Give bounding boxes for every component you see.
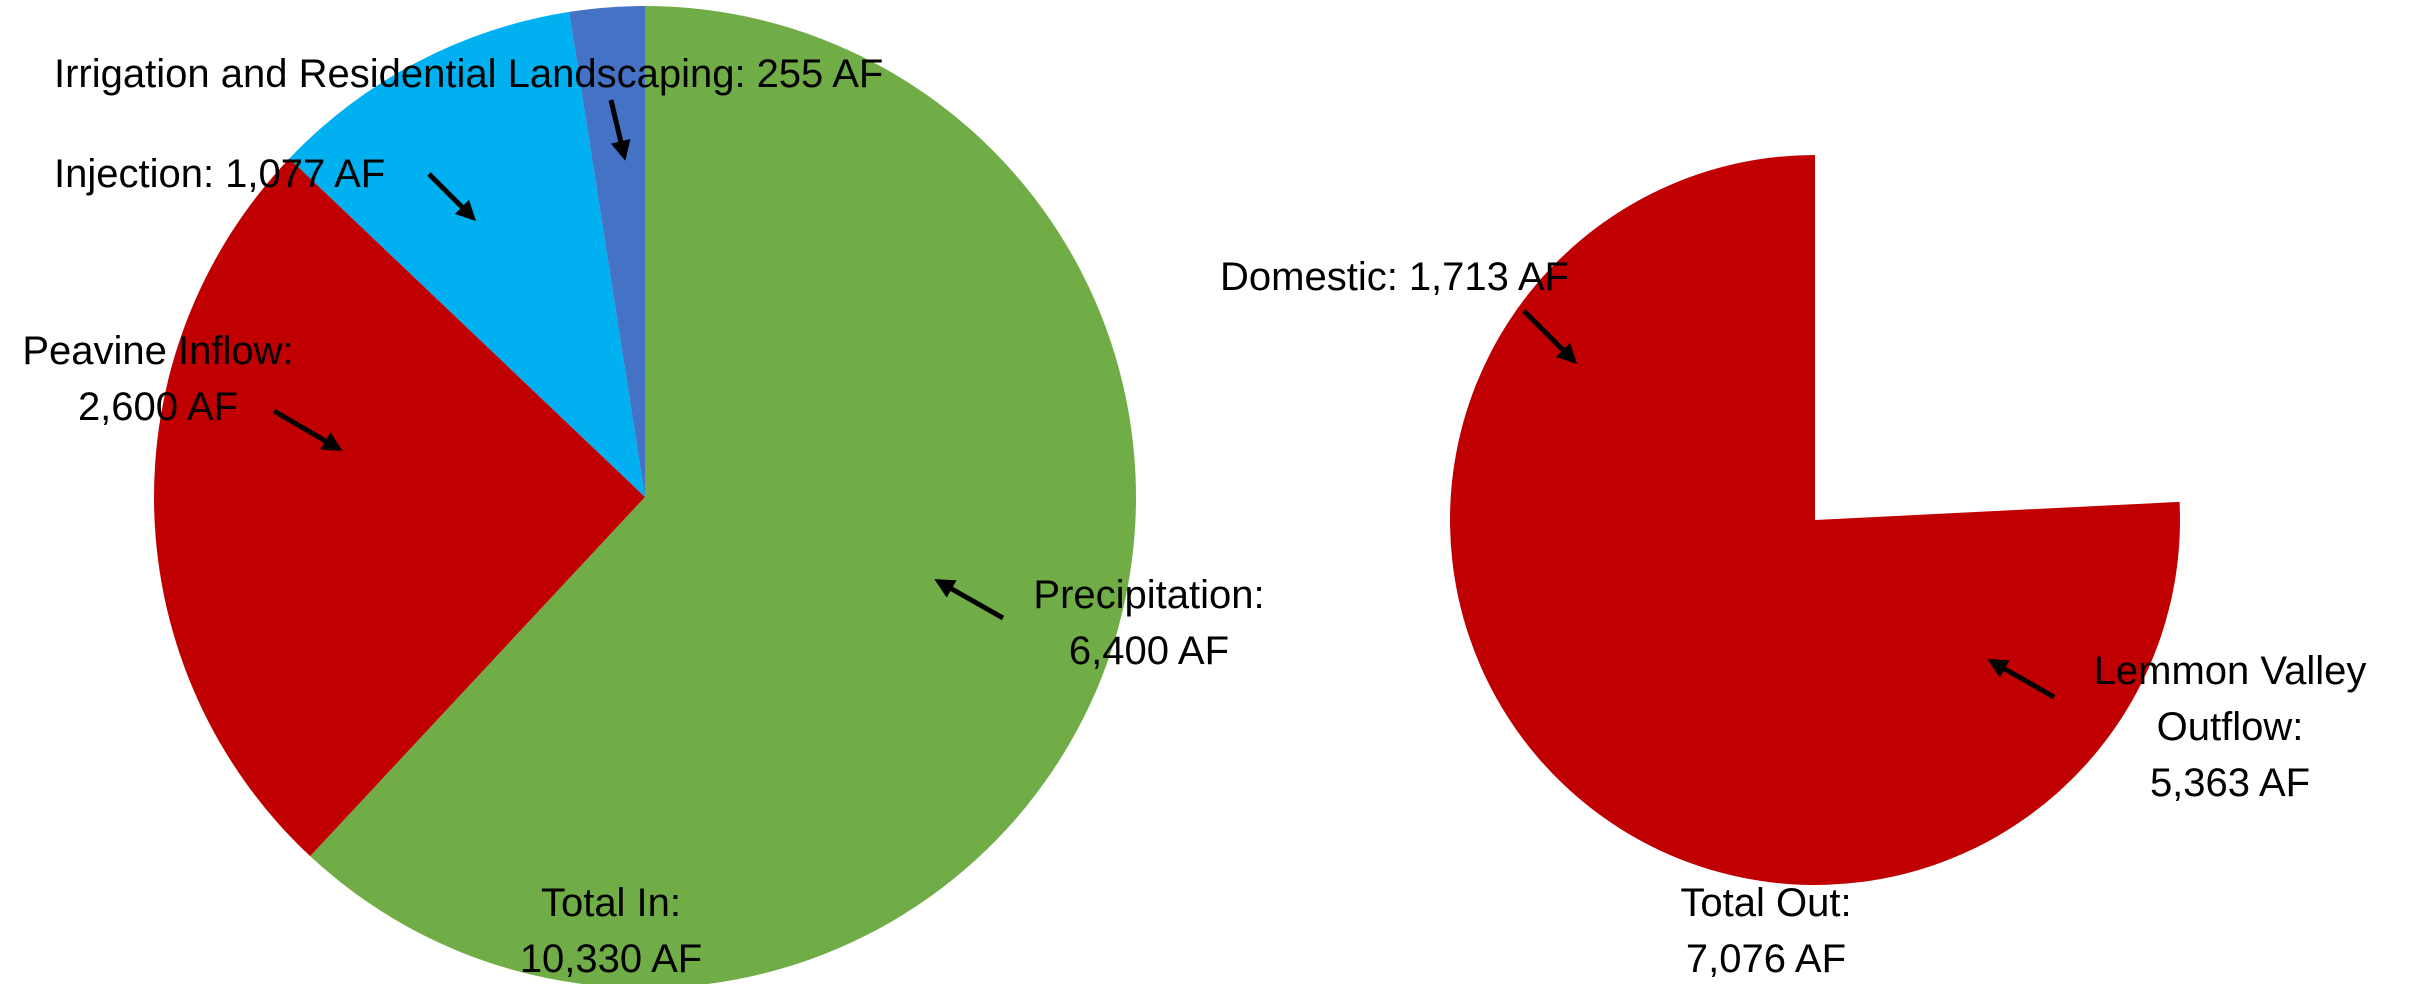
- leader-arrow: [608, 99, 631, 161]
- slice-label: Irrigation and Residential Landscaping: 2…: [54, 46, 883, 102]
- slice-category: Peavine Inflow:: [22, 329, 294, 373]
- slice-category: Irrigation and Residential Landscaping:: [54, 52, 746, 96]
- pie-slice: [569, 5, 645, 497]
- leader-arrow: [272, 408, 343, 452]
- leader-arrow: [1987, 659, 2056, 700]
- slice-value: 6,400 AF: [1068, 629, 1230, 673]
- slice-label: Precipitation: 6,400 AF: [1033, 567, 1264, 679]
- slice-label: Peavine Inflow: 2,600 AF: [22, 323, 293, 435]
- pie-subtitle: 10,330 AF: [519, 937, 703, 981]
- slice-label: Lemmon Valley Outflow: 5,363 AF: [2080, 643, 2380, 811]
- slice-category: Lemmon Valley Outflow:: [2093, 649, 2367, 749]
- leader-arrow: [427, 172, 477, 222]
- slice-category: Injection:: [54, 152, 215, 196]
- slice-value: 2,600 AF: [77, 385, 239, 429]
- slice-category: Precipitation:: [1033, 573, 1265, 617]
- pie-total: Total Out: 7,076 AF: [1680, 875, 1851, 987]
- slice-category: Domestic:: [1220, 255, 1398, 299]
- pie-subtitle: 7,076 AF: [1685, 937, 1847, 981]
- pie-title: Total Out:: [1680, 881, 1852, 925]
- slice-label: Domestic: 1,713 AF: [1220, 249, 1569, 305]
- pie-slice: [153, 158, 645, 857]
- slice-value: 255 AF: [756, 52, 884, 96]
- pie-slice: [289, 11, 645, 498]
- pie-title: Total In:: [540, 881, 682, 925]
- pie-slice: [1450, 155, 2180, 885]
- pie-total: Total In: 10,330 AF: [520, 875, 702, 987]
- pie-slice: [310, 6, 1137, 984]
- pie-slice: [1815, 155, 2180, 520]
- leader-arrow: [934, 579, 1005, 621]
- slice-label: Injection: 1,077 AF: [54, 146, 385, 202]
- leader-arrow: [1522, 309, 1578, 365]
- slice-value: 1,713 AF: [1408, 255, 1569, 299]
- slice-value: 1,077 AF: [225, 152, 386, 196]
- slice-value: 5,363 AF: [2149, 761, 2311, 805]
